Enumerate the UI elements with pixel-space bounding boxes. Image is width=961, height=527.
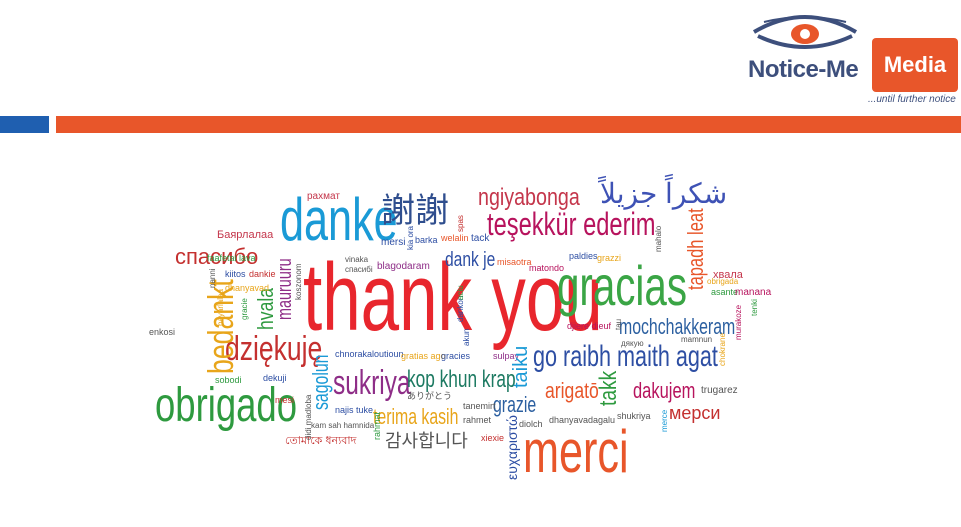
word-cloud-word: 감사합니다 <box>385 431 468 451</box>
word-cloud-word: vinaka <box>345 255 369 264</box>
word-cloud-word: thank you <box>303 244 603 351</box>
word-cloud-word: mauruuru <box>274 258 296 320</box>
word-cloud-word: kiitos <box>225 269 246 279</box>
word-cloud-word: merci <box>523 418 629 485</box>
word-cloud-word: tanemirt <box>463 401 496 411</box>
word-cloud-word: rahmet <box>463 415 492 425</box>
word-cloud-word: rahmat <box>372 411 382 440</box>
word-cloud-word: спасибо <box>175 244 259 269</box>
word-cloud-word: obrigada <box>707 277 739 286</box>
word-cloud-word: شكراً جزيلاً <box>600 178 728 209</box>
word-cloud-word: akun <box>462 328 471 346</box>
word-cloud-word: dankie <box>249 269 276 279</box>
word-cloud-word: tau <box>614 318 623 330</box>
word-cloud-word: dhanyavad <box>225 283 270 293</box>
word-cloud-word: welalin <box>441 233 469 243</box>
word-cloud-word: sulpay <box>493 351 520 361</box>
word-cloud-word: enkosi <box>149 327 176 337</box>
word-cloud-word: teşekkür ederim <box>487 206 656 242</box>
word-cloud-word: спасибі <box>345 265 373 274</box>
word-cloud-word: kop khun krap <box>407 366 516 393</box>
word-cloud-word: paldies <box>569 251 598 261</box>
word-cloud-word: murakoze <box>734 304 743 340</box>
word-cloud-word: дякую <box>621 339 644 348</box>
word-cloud-word: danke <box>280 186 398 253</box>
word-cloud-word: koszonom <box>294 263 303 300</box>
word-cloud-word: shukriya <box>617 411 651 421</box>
thank-you-word-cloud: thank you gracias danke 謝謝 ngiyabonga شك… <box>145 170 771 490</box>
word-cloud-word: kam sah hamnida <box>311 421 375 430</box>
word-cloud-word: go raibh maith agat <box>533 340 718 373</box>
logo-text-notice-me: Notice-Me <box>748 56 859 83</box>
header-bar-blue <box>0 116 49 133</box>
word-cloud-word: 謝謝 <box>381 192 449 230</box>
word-cloud-word: nanni <box>208 268 217 288</box>
word-cloud-word: gracie <box>240 298 249 320</box>
word-cloud-word: aciu <box>456 285 465 300</box>
word-cloud-word: didi madloba <box>304 394 313 440</box>
word-cloud-word: kia ora <box>406 225 415 250</box>
word-cloud-word: djiere dieuf <box>567 321 612 331</box>
word-cloud-word: spas <box>456 215 465 232</box>
word-cloud-word: ngiyabonga <box>478 184 580 211</box>
word-cloud-word: mersi <box>381 237 406 248</box>
word-cloud-word: хвала <box>713 269 743 281</box>
word-cloud-word: blagodaram <box>377 261 430 272</box>
word-cloud-word: gracies <box>441 351 471 361</box>
word-cloud-word: tack <box>471 233 490 244</box>
word-cloud-word: мерси <box>669 403 721 423</box>
word-cloud-word: matondo <box>529 263 565 273</box>
word-cloud-word: obrigado <box>155 379 297 432</box>
word-cloud-word: tenki <box>750 299 759 316</box>
notice-me-media-logo[interactable]: Notice-Me Media ...until further notice <box>740 6 961 110</box>
word-cloud-word: asante <box>711 287 739 297</box>
word-cloud-word: tapadh leat <box>683 208 708 290</box>
word-cloud-word: grazzi <box>597 253 622 263</box>
word-cloud-word: তোমাকে ধন্যবাদ <box>285 435 357 447</box>
word-cloud-word: xiexie <box>481 433 505 443</box>
word-cloud-word: grazie <box>493 392 537 417</box>
logo-text-media: Media <box>872 38 958 92</box>
word-cloud-word: dakujem <box>633 378 696 403</box>
word-cloud-word: mahalo <box>654 225 663 252</box>
word-cloud-word: faafetai lava <box>207 253 256 263</box>
word-cloud-word: Баярлалаа <box>217 229 274 241</box>
word-cloud-word: chnorakaloutioun <box>335 349 404 359</box>
word-cloud-word: mamnun <box>681 335 713 344</box>
word-cloud-word: sobodi <box>215 375 242 385</box>
word-cloud-word: dziękuję <box>225 330 323 368</box>
word-cloud-word: gracias <box>557 254 687 317</box>
word-cloud-word: trugarez <box>701 385 738 396</box>
word-cloud-word: dhanyavadagalu <box>549 415 616 425</box>
header-bar-orange <box>56 116 961 133</box>
word-cloud-word: bayarlalaa <box>216 289 225 326</box>
word-cloud-word: sagolun <box>308 354 333 410</box>
word-cloud-word: рахмат <box>307 191 340 202</box>
word-cloud-word: manana <box>735 287 772 298</box>
logo-tagline: ...until further notice <box>868 94 956 105</box>
word-cloud-word: dank je <box>445 249 496 271</box>
eye-icon <box>752 15 858 49</box>
word-cloud-word: mochchakkeram <box>619 314 736 339</box>
word-cloud-word: sukriya <box>333 364 411 402</box>
word-cloud-word: taiku <box>510 345 532 388</box>
word-cloud-word: ευχαριστώ <box>504 415 520 480</box>
word-cloud-word: ありがとう <box>407 391 453 401</box>
word-cloud-word: diolch <box>519 419 543 429</box>
word-cloud-word: takk <box>595 370 622 406</box>
word-cloud-word: dekuji <box>263 373 287 383</box>
word-cloud-word: barka <box>415 235 438 245</box>
word-cloud-word: misaotra <box>497 257 532 267</box>
word-cloud-word: chokrane <box>718 333 727 366</box>
word-cloud-word: merce <box>660 409 669 432</box>
word-cloud-word: terima kasih <box>373 404 459 429</box>
word-cloud-word: gratias ago <box>401 351 446 361</box>
word-cloud-word: najis tuke <box>335 405 374 415</box>
word-cloud-word: mesi <box>275 395 295 405</box>
word-cloud-word: arigatō <box>545 378 599 403</box>
